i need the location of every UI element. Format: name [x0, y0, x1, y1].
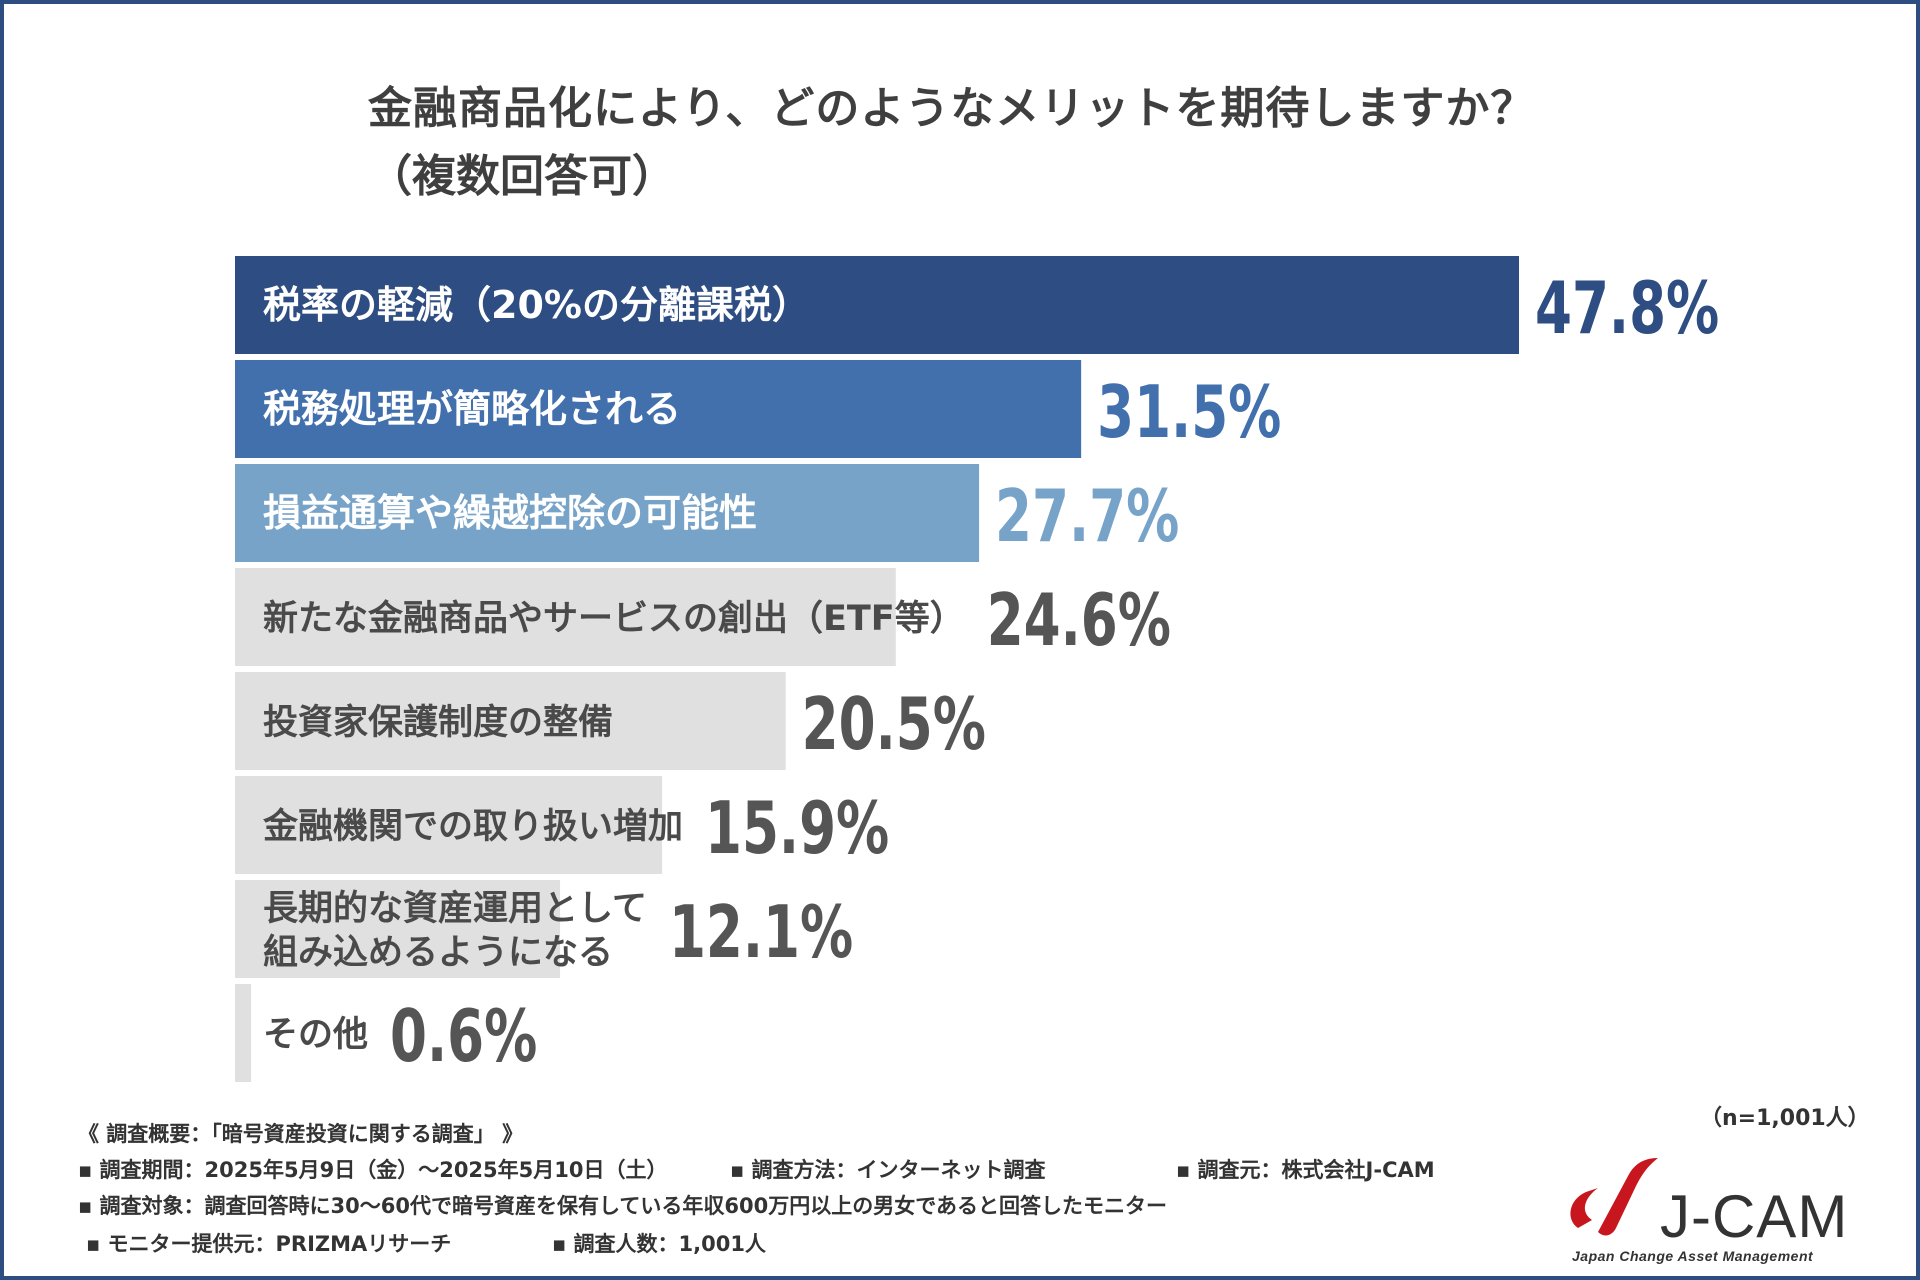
bar-1: [235, 256, 1519, 354]
bar-7: [235, 880, 561, 978]
value-label-7: 12.1%: [669, 890, 853, 974]
survey-source: ▪ 調査元：株式会社J-CAM: [1176, 1158, 1435, 1182]
bar-5: [235, 672, 786, 770]
category-label-3: 損益通算や繰越控除の可能性: [263, 491, 757, 535]
value-label-2: 31.5%: [1097, 370, 1281, 454]
value-label-4: 24.6%: [987, 578, 1171, 662]
bar-6: [235, 776, 663, 874]
value-label-8: 0.6%: [390, 994, 537, 1078]
survey-overview: 《 調査概要：「暗号資産投資に関する調査」 》: [78, 1122, 524, 1146]
category-label-5: 投資家保護制度の整備: [263, 703, 613, 743]
value-label-1: 47.8%: [1535, 266, 1719, 350]
category-label-7: 長期的な資産運用として組み込めるようになる: [263, 889, 647, 973]
survey-provider: ▪ モニター提供元：PRIZMAリサーチ: [86, 1232, 452, 1256]
value-label-6: 15.9%: [705, 786, 889, 870]
chart-subtitle: （複数回答可）: [368, 151, 676, 202]
category-label-6: 金融機関での取り扱い増加: [262, 806, 683, 847]
survey-target: ▪ 調査対象：調査回答時に30～60代で暗号資産を保有している年収600万円以上…: [78, 1194, 1167, 1218]
category-label-8: その他: [263, 1015, 368, 1055]
survey-method: ▪ 調査方法：インターネット調査: [730, 1158, 1046, 1182]
jcam-mark-icon: [1570, 1158, 1658, 1236]
value-label-3: 27.7%: [995, 474, 1179, 558]
bar-chart: 税率の軽減（20%の分離課税） 47.8% 税務処理が簡略化される 31.5% 損益通算…: [235, 256, 1719, 1082]
survey-count: ▪ 調査人数：1,001人: [552, 1232, 766, 1256]
survey-period: ▪ 調査期間：2025年5月9日（金）～2025年5月10日（土）: [78, 1158, 668, 1182]
category-label-2: 税務処理が簡略化される: [263, 387, 681, 431]
bar-3: [235, 464, 980, 562]
sample-size: （n=1,001人）: [1700, 1106, 1870, 1131]
logo-tagline: Japan Change Asset Management: [1572, 1248, 1814, 1264]
category-label-4: 新たな金融商品やサービスの創出（ETF等）: [263, 598, 965, 639]
jcam-logo: J-CAM Japan Change Asset Management: [1558, 1140, 1890, 1270]
logo-wordmark: J-CAM: [1660, 1183, 1849, 1250]
category-label-1: 税率の軽減（20%の分離課税）: [263, 283, 810, 327]
bar-4: [235, 568, 896, 666]
bar-2: [235, 360, 1082, 458]
bar-8: [235, 984, 252, 1082]
value-label-5: 20.5%: [802, 682, 986, 766]
chart-title: 金融商品化により、どのようなメリットを期待しますか？: [368, 83, 1536, 134]
